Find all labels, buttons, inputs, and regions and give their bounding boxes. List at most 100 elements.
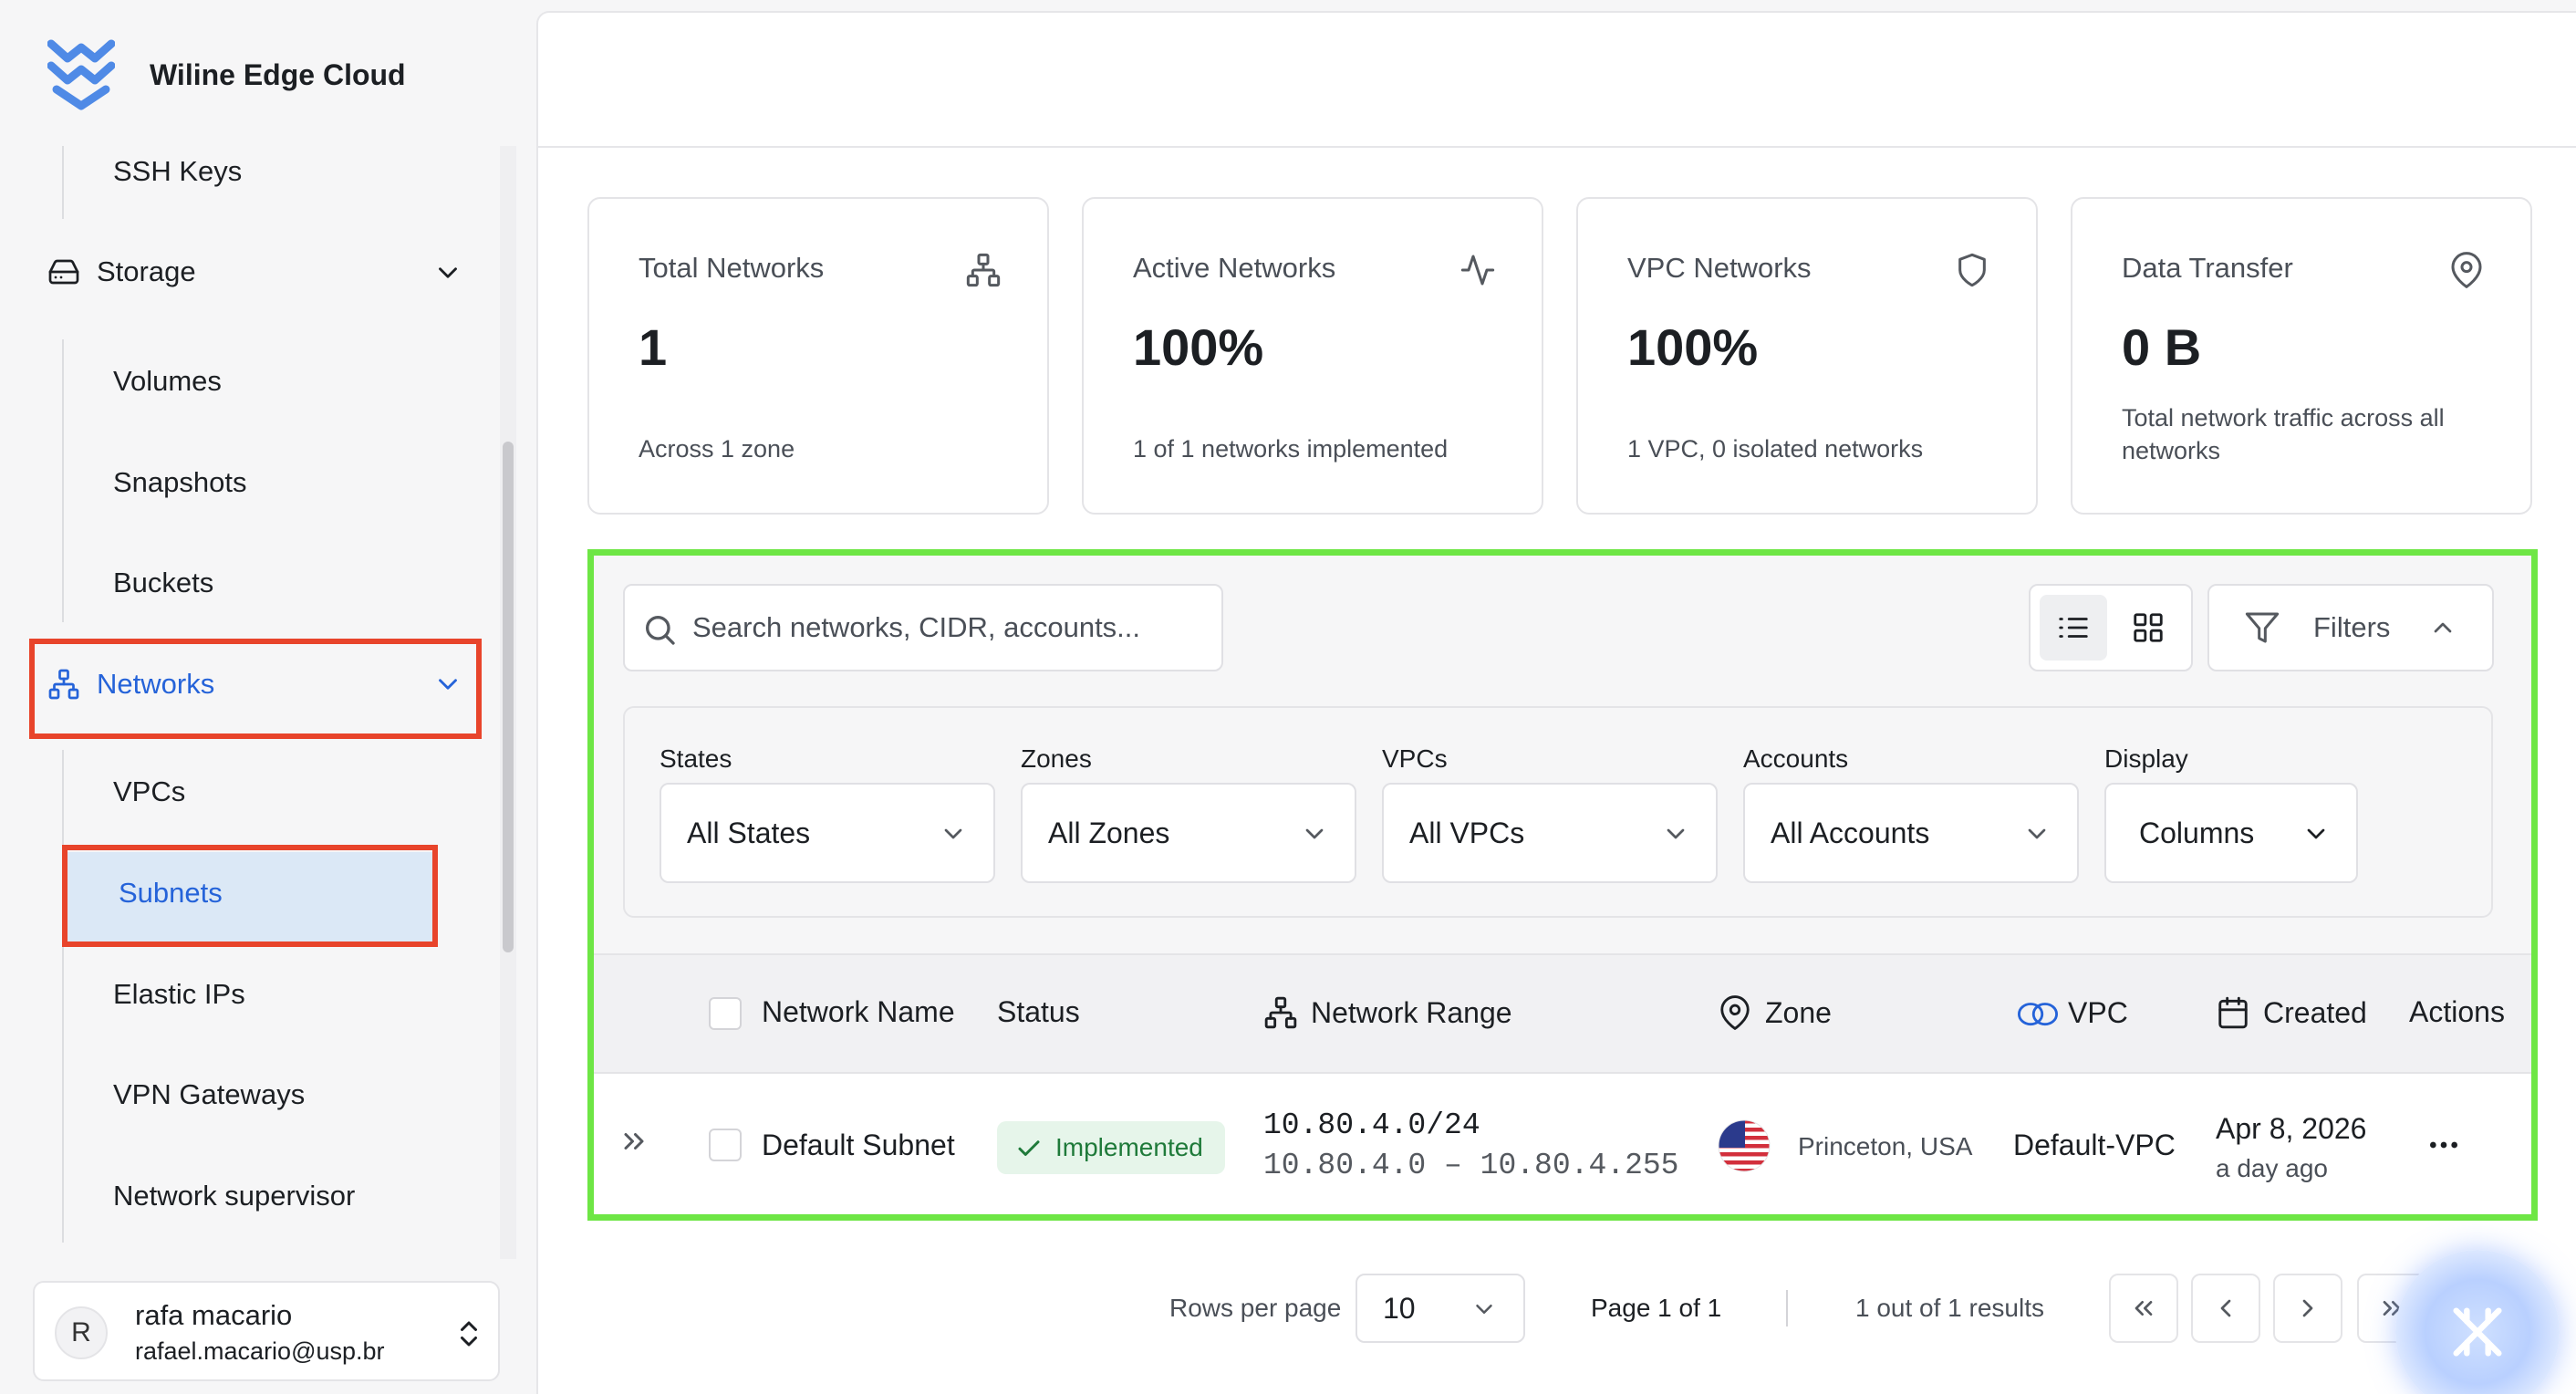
network-icon [966,253,1001,287]
stat-subtext: Across 1 zone [639,435,795,463]
list-view-button[interactable] [2040,595,2107,661]
activity-icon [1460,255,1495,286]
rows-per-page-label: Rows per page [1169,1294,1342,1322]
chevron-down-icon[interactable] [432,257,463,288]
network-name[interactable]: Default Subnet [762,1129,955,1161]
vpc-name[interactable]: Default-VPC [2013,1129,2176,1161]
created-relative: a day ago [2216,1154,2328,1182]
column-header-created[interactable]: Created [2216,995,2367,1030]
created-date: Apr 8, 2026 [2216,1112,2367,1145]
sidebar-item-label: Network supervisor [113,1180,356,1212]
rows-per-page-select[interactable]: 10 [1356,1274,1525,1343]
sidebar-item-networks[interactable]: Networks [47,668,214,701]
hard-drive-icon [47,255,80,288]
stat-value: 0 B [2122,318,2202,376]
zone-name: Princeton, USA [1798,1132,1973,1160]
zones-select[interactable]: All Zones [1021,783,1356,883]
stat-label: Total Networks [639,252,825,284]
stat-label: Data Transfer [2122,252,2293,284]
sidebar-item-buckets[interactable]: Buckets [113,567,213,599]
column-header-label: Created [2263,995,2367,1029]
states-select[interactable]: All States [660,783,995,883]
stat-label: VPC Networks [1627,252,1812,284]
next-page-button[interactable] [2273,1274,2342,1343]
sidebar-item-label: SSH Keys [113,155,243,187]
stat-card-vpc-networks: VPC Networks 100% 1 VPC, 0 isolated netw… [1576,197,2038,515]
cloud-icon [2017,1003,2059,1026]
sidebar-scrollbar-thumb[interactable] [503,442,514,952]
column-header-status[interactable]: Status [997,995,1080,1029]
chevron-down-icon [944,828,962,839]
column-header-name[interactable]: Network Name [762,995,955,1029]
highlight-subnets [62,845,438,947]
grid-icon [2134,613,2163,642]
search-input[interactable] [692,604,1203,651]
us-flag-icon [1718,1119,1771,1172]
cidr-value: 10.80.4.0/24 [1263,1108,1480,1142]
columns-select[interactable]: Columns [2104,783,2358,883]
filter-label: Display [2104,744,2188,773]
nav-tree-line [62,146,64,219]
sidebar-item-label: Networks [97,668,215,700]
chevron-down-icon [1667,828,1685,839]
column-header-vpc[interactable]: VPC [2013,995,2128,1030]
user-menu[interactable]: R rafa macario rafael.macario@usp.br [33,1281,500,1381]
sidebar-item-volumes[interactable]: Volumes [113,365,222,398]
chevron-down-icon [1305,828,1324,839]
shield-icon [1958,253,1986,287]
chevrons-right-icon[interactable] [618,1125,650,1158]
sidebar-item-label: Elastic IPs [113,978,245,1010]
filters-button[interactable]: Filters [2207,584,2494,671]
column-header-zone[interactable]: Zone [1718,995,1832,1030]
filter-label: Zones [1021,744,1092,773]
list-icon [2059,618,2088,638]
filter-zones: Zones [1021,744,1092,774]
page-indicator: Page 1 of 1 [1591,1294,1722,1322]
sidebar-item-vpcs[interactable]: VPCs [113,775,185,808]
highlight-networks [29,639,482,739]
column-header-range[interactable]: Network Range [1263,995,1512,1030]
row-checkbox[interactable] [709,1129,742,1161]
brand[interactable]: Wiline Edge Cloud [47,38,406,111]
user-email: rafael.macario@usp.br [135,1337,385,1365]
grid-view-button[interactable] [2114,595,2182,661]
table-row[interactable]: Default Subnet Implemented 10.80.4.0/24 … [594,1074,2531,1214]
accounts-select[interactable]: All Accounts [1743,783,2079,883]
nav-tree-line [62,750,64,1243]
chevron-down-icon [2028,828,2046,839]
select-all-checkbox[interactable] [709,997,742,1030]
check-icon [1018,1140,1040,1156]
chevron-down-icon[interactable] [432,669,463,700]
select-value: All States [687,816,811,849]
stat-value: 100% [1627,318,1759,376]
sidebar-item-vpn-gateways[interactable]: VPN Gateways [113,1078,305,1111]
sidebar-item-label: VPN Gateways [113,1078,306,1110]
filters-label: Filters [2313,611,2391,643]
sidebar-item-storage[interactable]: Storage [47,255,196,288]
search-box[interactable] [623,584,1223,671]
previous-page-button[interactable] [2191,1274,2260,1343]
sidebar-item-snapshots[interactable]: Snapshots [113,466,247,499]
vpcs-select[interactable]: All VPCs [1382,783,1718,883]
filter-icon [2245,612,2280,643]
sidebar-item-label: Subnets [119,877,223,909]
brand-name: Wiline Edge Cloud [150,57,406,91]
stat-value: 1 [639,318,668,376]
calendar-icon [2218,996,2248,1029]
user-name: rafa macario [135,1299,293,1331]
more-horizontal-icon[interactable] [2425,1127,2462,1163]
sidebar-item-network-supervisor[interactable]: Network supervisor [113,1180,355,1212]
map-pin-icon [2451,252,2482,288]
select-value: All Accounts [1771,816,1930,849]
sidebar-item-subnets-selected [68,852,432,941]
sidebar-item-elastic-ips[interactable]: Elastic IPs [113,978,245,1011]
sidebar-item-ssh-keys[interactable]: SSH Keys [113,155,242,188]
header-divider [536,146,2576,148]
sidebar-item-subnets[interactable]: Subnets [119,877,223,910]
sidebar: Wiline Edge Cloud SSH Keys Storage Volum… [0,0,534,1394]
stat-label: Active Networks [1133,252,1336,284]
first-page-button[interactable] [2109,1274,2178,1343]
chevrons-up-down-icon [461,1321,477,1347]
filter-vpcs: VPCs [1382,744,1448,774]
assistant-chat-button[interactable] [2395,1250,2560,1394]
